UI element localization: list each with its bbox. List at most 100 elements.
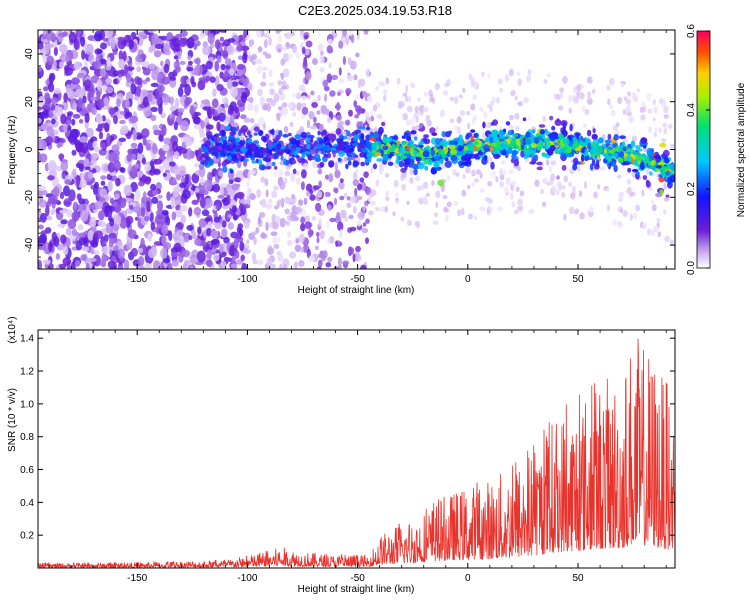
- spectrogram-cell: [238, 130, 242, 137]
- spectrogram-cell: [510, 139, 516, 146]
- spectrogram-cell: [650, 229, 655, 236]
- spectrogram-cell: [150, 82, 159, 88]
- spectrogram-cell: [231, 81, 239, 87]
- spectrogram-cell: [225, 64, 231, 70]
- snr-y-axis-label: SNR (10 * v/v): [7, 388, 18, 452]
- spectrogram-cell: [268, 152, 273, 156]
- spectrogram-cell: [201, 209, 210, 217]
- spectrogram-cell: [306, 119, 311, 129]
- spectrogram-cell: [647, 228, 652, 236]
- spectrogram-cell: [105, 86, 114, 94]
- spectrogram-cell: [46, 126, 55, 137]
- spectrogram-cell: [511, 133, 519, 138]
- spectrogram-cell: [50, 209, 56, 216]
- spectrogram-cell: [229, 68, 235, 76]
- spectrogram-cell: [302, 163, 309, 170]
- spectrogram-cell: [158, 86, 163, 98]
- spectrogram-cell: [563, 175, 568, 183]
- y-tick-label: 0.2: [20, 531, 34, 542]
- spectrogram-cell: [635, 204, 641, 212]
- spectrogram-cell: [591, 145, 596, 153]
- spectrogram-cell: [120, 111, 125, 115]
- spectrogram-cell: [158, 134, 164, 142]
- spectrogram-cell: [418, 141, 425, 145]
- spectrogram-cell: [274, 166, 278, 170]
- spectrogram-cell: [180, 75, 188, 85]
- spectrogram-cell: [271, 161, 276, 167]
- spectrogram-cell: [174, 97, 180, 110]
- spectrogram-cell: [192, 116, 201, 125]
- spectrogram-cell: [186, 224, 194, 231]
- spectrogram-cell: [619, 151, 625, 158]
- spectrogram-cell: [273, 243, 280, 250]
- spectrogram-cell: [178, 252, 184, 263]
- spectrogram-cell: [163, 43, 170, 56]
- spectrogram-cell: [617, 157, 624, 163]
- spectrogram-cell: [267, 198, 273, 204]
- spectrogram-cell: [347, 160, 352, 166]
- spectrogram-cell: [520, 150, 525, 158]
- spectrogram-cell: [260, 81, 267, 87]
- spectrogram-cell: [569, 123, 573, 132]
- spectrogram-cell: [591, 158, 596, 166]
- spectrogram-cell: [414, 105, 419, 114]
- spectrogram-cell: [169, 76, 177, 81]
- spectrogram-cell: [467, 144, 475, 150]
- spectrogram-cell: [206, 124, 214, 130]
- spectrogram-cell: [561, 191, 566, 198]
- spectrogram-cell: [492, 134, 498, 143]
- spectrogram-cell: [560, 120, 568, 127]
- spectrogram-cell: [212, 98, 219, 109]
- spectrogram-cell: [289, 121, 294, 127]
- spectrogram-cell: [319, 161, 325, 168]
- spectrogram-cell: [269, 129, 274, 134]
- spectrogram-cell: [116, 140, 123, 147]
- spectrogram-cell: [209, 76, 216, 83]
- spectrogram-cell: [65, 55, 70, 63]
- spectrogram-cell: [562, 75, 568, 84]
- spectrogram-cell: [219, 150, 227, 158]
- spectrogram-cell: [612, 152, 618, 158]
- spectrogram-cell: [227, 155, 232, 161]
- spectrogram-cell: [173, 121, 178, 131]
- spectrogram-cell: [127, 229, 137, 239]
- spectrogram-cell: [59, 153, 64, 162]
- spectrogram-cell: [413, 113, 418, 120]
- spectrogram-cell: [554, 142, 559, 146]
- spectrogram-cell: [401, 135, 406, 139]
- spectrogram-cell: [619, 135, 626, 139]
- spectrogram-cell: [497, 206, 503, 212]
- spectrogram-cell: [426, 192, 430, 197]
- spectrogram-cell: [610, 109, 616, 117]
- spectrogram-cell: [188, 235, 193, 241]
- spectrogram-cell: [515, 186, 520, 193]
- spectrogram-cell: [510, 90, 516, 97]
- spectrogram-cell: [85, 127, 94, 138]
- spectrogram-cell: [117, 38, 126, 50]
- y-tick-label: 0.8: [20, 432, 34, 443]
- spectrogram-x-axis-label: Height of straight line (km): [298, 285, 415, 296]
- spectrogram-cell: [381, 121, 386, 127]
- spectrogram-cell: [93, 60, 102, 70]
- spectrogram-cell: [294, 261, 298, 269]
- spectrogram-cell: [592, 128, 596, 134]
- spectrogram-cell: [471, 117, 476, 125]
- spectrogram-cell: [179, 83, 188, 88]
- spectrogram-cell: [464, 153, 470, 158]
- spectrogram-cell: [221, 228, 228, 238]
- spectrogram-cell: [280, 155, 284, 161]
- spectrogram-cell: [533, 154, 539, 162]
- spectrogram-cell: [85, 262, 90, 269]
- spectrogram-cell: [219, 186, 224, 198]
- spectrogram-cell: [468, 73, 473, 81]
- spectrogram-cell: [264, 39, 268, 49]
- spectrogram-cell: [175, 204, 182, 211]
- spectrogram-cell: [359, 144, 366, 149]
- spectrogram-cell: [301, 169, 307, 179]
- spectrogram-cell: [216, 121, 221, 132]
- spectrogram-cell: [453, 96, 459, 105]
- spectrogram-cell: [295, 206, 303, 214]
- spectrogram-cell: [442, 195, 448, 200]
- spectrogram-cell: [355, 245, 361, 253]
- spectrogram-cell: [343, 141, 350, 146]
